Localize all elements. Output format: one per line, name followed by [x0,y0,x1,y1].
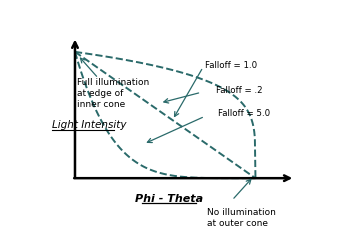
Text: Phi - Theta: Phi - Theta [135,194,203,203]
Text: Full illumination
at edge of
inner cone: Full illumination at edge of inner cone [77,78,149,109]
Text: Light Intensity: Light Intensity [52,120,126,129]
Text: Falloff = 1.0: Falloff = 1.0 [205,61,257,70]
Text: No illumination
at outer cone: No illumination at outer cone [207,207,276,227]
Text: Falloff = .2: Falloff = .2 [216,86,262,95]
Text: Falloff = 5.0: Falloff = 5.0 [218,108,270,118]
